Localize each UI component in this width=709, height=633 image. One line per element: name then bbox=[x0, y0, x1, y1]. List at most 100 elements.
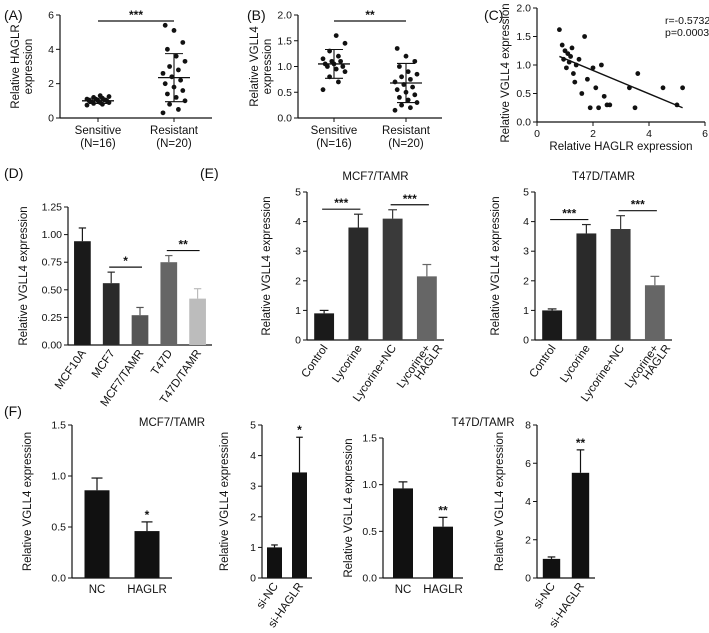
y-tick-label: 1.0 bbox=[51, 471, 66, 483]
data-point bbox=[680, 85, 685, 91]
bar bbox=[267, 547, 282, 578]
data-point bbox=[392, 107, 398, 113]
y-tick-label: 0.5 bbox=[51, 522, 66, 534]
y-tick-label: 0 bbox=[48, 113, 54, 125]
x-axis-label: Relative HAGLR expression bbox=[549, 141, 692, 153]
y-tick-label: 0.0 bbox=[362, 573, 377, 585]
x-tick-label: 0 bbox=[534, 128, 540, 140]
y-axis-label: Relative VGLL4 bbox=[249, 26, 261, 107]
bar-significance-label: * bbox=[145, 508, 150, 522]
data-point bbox=[340, 64, 346, 69]
bar bbox=[348, 227, 369, 340]
data-point bbox=[397, 64, 402, 69]
y-tick-label: 4 bbox=[250, 450, 256, 462]
data-point bbox=[162, 22, 168, 28]
x-tick-label: HAGLR bbox=[423, 584, 463, 596]
data-point bbox=[167, 64, 173, 69]
bar bbox=[610, 229, 631, 340]
y-tick-label: 0.5 bbox=[277, 87, 292, 99]
data-point bbox=[394, 46, 400, 51]
data-point bbox=[607, 102, 613, 108]
data-point bbox=[342, 40, 348, 46]
panel-F3: 0.0 0.5 1.0 1.5 Relative VGLL4 expression T47… bbox=[343, 417, 515, 596]
y-axis-label: Relative VGLL4 expression bbox=[494, 432, 506, 571]
data-point bbox=[596, 105, 601, 111]
y-tick-label: 4 bbox=[523, 216, 529, 228]
data-point bbox=[320, 87, 326, 93]
x-tick-label: (N=16) bbox=[80, 138, 116, 150]
y-tick-label: 1 bbox=[523, 305, 529, 317]
data-point bbox=[165, 91, 170, 97]
y-axis-label: Relative VGLL4 expression bbox=[490, 196, 502, 335]
data-point bbox=[176, 107, 181, 112]
data-point bbox=[329, 58, 335, 64]
y-tick-label: 0 bbox=[250, 573, 256, 585]
y-tick-label: 0.5 bbox=[362, 526, 377, 538]
x-tick-label: (N=16) bbox=[316, 138, 352, 150]
x-tick-label: T47D bbox=[149, 348, 175, 378]
data-point bbox=[180, 40, 186, 45]
panel-label-f: (F) bbox=[4, 403, 22, 419]
x-tick-label: Control bbox=[527, 343, 558, 380]
y-tick-label: 1.5 bbox=[362, 433, 377, 445]
data-point bbox=[397, 95, 402, 100]
significance-label: *** bbox=[562, 207, 576, 221]
bar bbox=[571, 472, 590, 578]
data-point bbox=[180, 88, 186, 93]
panel-F1: 0.0 0.5 1.0 1.5 Relative VGLL4 expression MCF… bbox=[22, 417, 205, 596]
data-point bbox=[176, 67, 181, 73]
panel-D: 0.00 0.25 0.50 0.75 1.00 1.25 Relative VGLL4 e… bbox=[18, 202, 212, 409]
data-point bbox=[405, 69, 411, 75]
data-point bbox=[585, 76, 590, 82]
bar-significance-label: ** bbox=[576, 436, 586, 450]
data-point bbox=[564, 65, 569, 71]
chart-title: T47D/TAMR bbox=[572, 171, 635, 183]
bar bbox=[131, 315, 149, 345]
data-point bbox=[601, 93, 607, 99]
y-tick-label: 6 bbox=[48, 10, 54, 22]
data-point bbox=[660, 85, 666, 91]
panel-label-b: (B) bbox=[247, 7, 266, 23]
y-tick-label: 0 bbox=[295, 335, 301, 347]
bar bbox=[382, 218, 403, 340]
data-point bbox=[599, 62, 604, 68]
significance-label: * bbox=[123, 254, 128, 268]
data-point bbox=[167, 101, 173, 107]
y-tick-label: 0.75 bbox=[42, 257, 63, 269]
data-point bbox=[173, 53, 179, 59]
y-axis-label: Relative VGLL4 expression bbox=[18, 206, 30, 345]
y-tick-label: 2 bbox=[525, 534, 531, 546]
data-point bbox=[162, 81, 168, 87]
x-tick-label: Lycorine bbox=[330, 343, 365, 385]
data-point bbox=[590, 65, 596, 71]
data-point bbox=[165, 46, 170, 52]
data-point bbox=[414, 100, 420, 105]
data-point bbox=[632, 105, 638, 111]
data-point bbox=[412, 92, 418, 98]
bar bbox=[74, 241, 91, 345]
y-tick-label: 2 bbox=[250, 511, 256, 523]
data-point bbox=[173, 95, 179, 100]
x-tick-label: Control bbox=[299, 343, 330, 380]
data-point bbox=[569, 45, 575, 51]
bar bbox=[84, 490, 110, 578]
data-point bbox=[559, 42, 565, 48]
y-axis-label: expression bbox=[262, 39, 274, 95]
x-tick-label: Lycorine bbox=[558, 343, 593, 385]
y-axis-label: Relative VGLL4 expression bbox=[343, 438, 355, 577]
significance-label: *** bbox=[631, 198, 645, 212]
data-point bbox=[342, 69, 348, 75]
y-tick-label: 3 bbox=[295, 246, 301, 258]
y-tick-label: 4 bbox=[48, 44, 54, 56]
y-axis-label: Relative VGLL4 expression bbox=[22, 432, 34, 571]
significance-label: ** bbox=[365, 8, 375, 22]
bar bbox=[542, 310, 563, 340]
data-point bbox=[635, 71, 641, 76]
bar bbox=[292, 472, 307, 578]
y-tick-label: 8 bbox=[525, 420, 531, 432]
y-tick-label: 1 bbox=[295, 305, 301, 317]
bar bbox=[416, 276, 437, 340]
